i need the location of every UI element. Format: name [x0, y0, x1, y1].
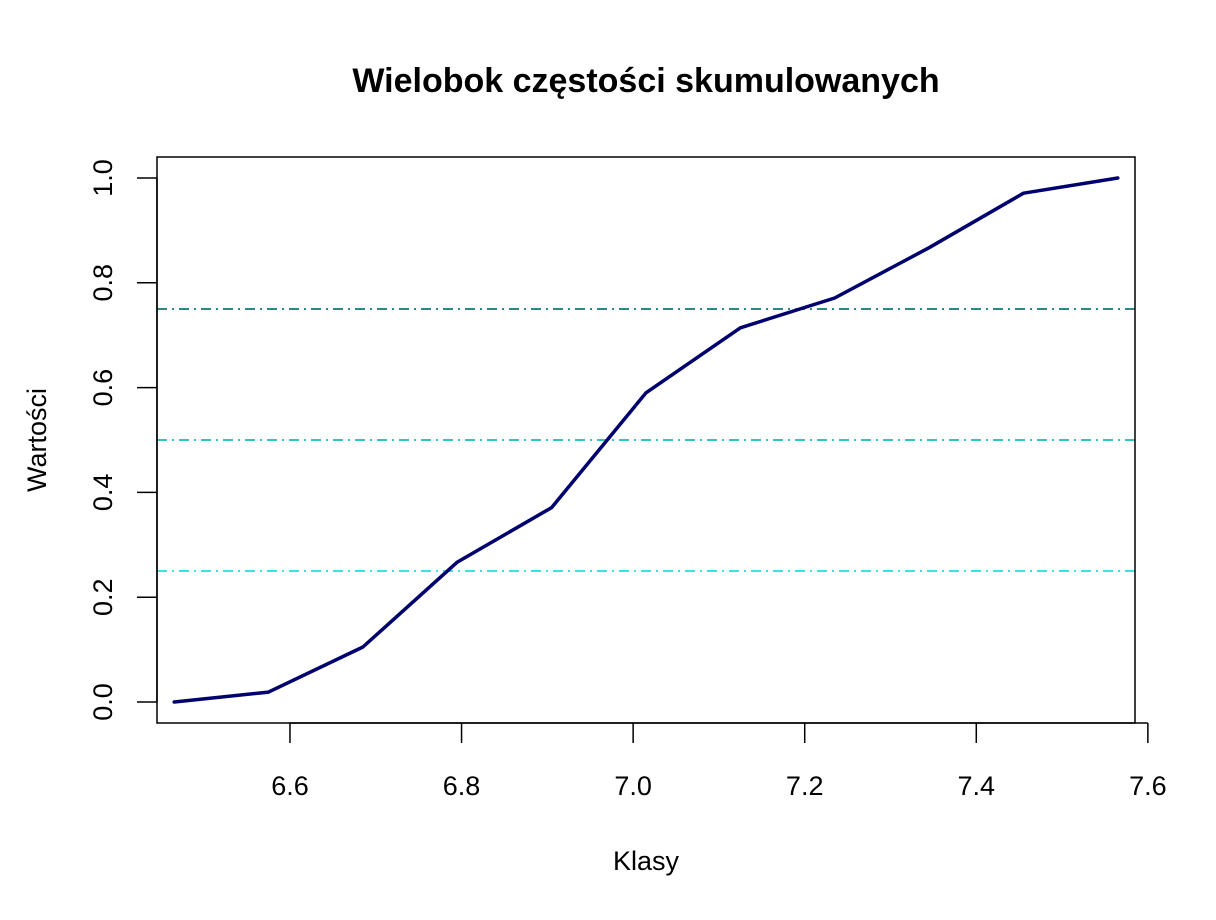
x-tick-label: 7.0 [614, 771, 652, 801]
plot-area [157, 176, 1135, 704]
x-axis-label: Klasy [613, 846, 680, 876]
y-tick-label: 0.6 [88, 369, 118, 407]
x-axis: 6.6 6.8 7.0 7.2 7.4 7.6 [271, 722, 1167, 801]
y-axis: 0.0 0.2 0.4 0.6 0.8 1.0 [88, 159, 158, 721]
x-tick-label: 6.6 [271, 771, 309, 801]
y-tick-label: 0.4 [88, 474, 118, 512]
chart-title: Wielobok częstości skumulowanych [352, 62, 939, 100]
y-tick-label: 0.0 [88, 683, 118, 721]
series-line-0 [172, 176, 1120, 704]
y-axis-label: Wartości [22, 388, 52, 492]
x-tick-label: 7.6 [1129, 771, 1167, 801]
x-tick-label: 6.8 [443, 771, 481, 801]
x-tick-label: 7.2 [786, 771, 824, 801]
y-tick-label: 0.8 [88, 264, 118, 302]
x-tick-label: 7.4 [958, 771, 996, 801]
y-tick-label: 1.0 [88, 159, 118, 197]
y-tick-label: 0.2 [88, 578, 118, 616]
